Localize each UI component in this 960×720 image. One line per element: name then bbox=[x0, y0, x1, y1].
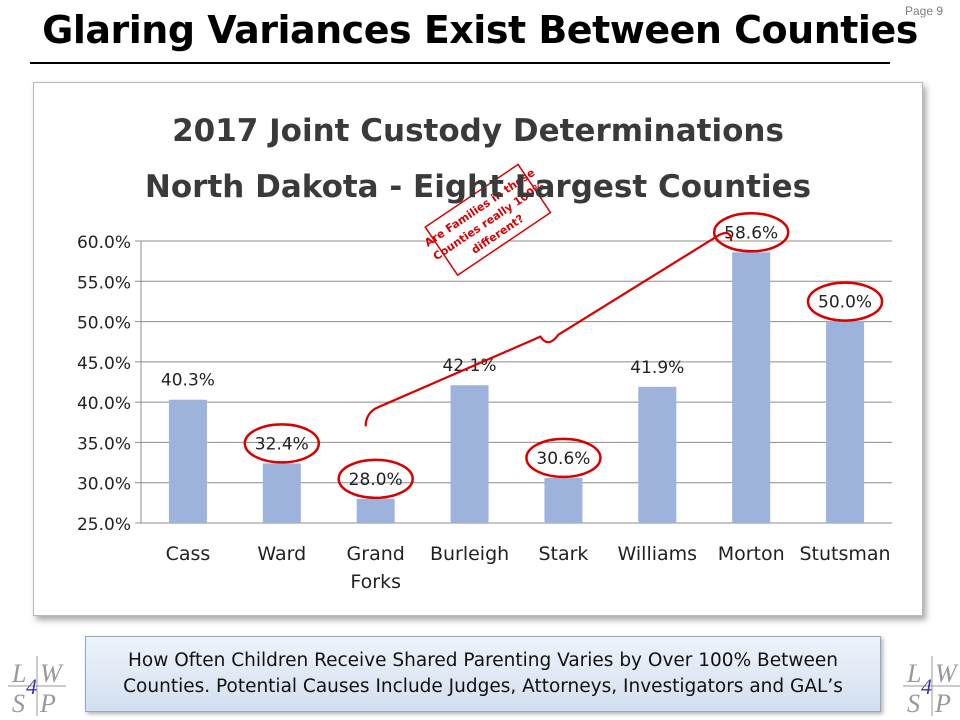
svg-text:W: W bbox=[40, 659, 64, 688]
data-label: 30.6% bbox=[536, 449, 590, 469]
x-tick-label: Forks bbox=[350, 571, 401, 593]
highlight-circle bbox=[712, 212, 790, 253]
y-tick-label: 40.0% bbox=[77, 394, 131, 414]
highlight-circle bbox=[243, 423, 321, 464]
bar-2 bbox=[356, 498, 395, 523]
svg-text:P: P bbox=[39, 689, 56, 716]
svg-text:4: 4 bbox=[26, 674, 37, 699]
svg-text:S: S bbox=[907, 689, 920, 716]
svg-text:L: L bbox=[906, 659, 921, 688]
caption-text: How Often Children Receive Shared Parent… bbox=[123, 648, 843, 700]
x-tick-label: Grand bbox=[347, 543, 405, 565]
x-tick-label: Cass bbox=[166, 543, 211, 565]
slide-title: Glaring Variances Exist Between Counties bbox=[42, 8, 918, 52]
svg-text:4: 4 bbox=[921, 674, 932, 699]
bar-4 bbox=[544, 477, 583, 523]
chart-frame: 40.3% 32.4% 28.0% 42.1% 30.6% 41.9% 58.6% 50.0%… bbox=[33, 82, 923, 616]
highlight-circle bbox=[337, 458, 414, 500]
y-tick-label: 25.0% bbox=[77, 515, 131, 535]
data-label: 50.0% bbox=[818, 293, 872, 313]
chart-title-line-2: North Dakota - Eight Largest Counties bbox=[145, 169, 811, 205]
chart-labels: 40.3%32.4%28.0%42.1%30.6%41.9%58.6%50.0% bbox=[161, 212, 884, 500]
y-tick-label: 50.0% bbox=[77, 314, 131, 334]
y-tick-label: 35.0% bbox=[77, 434, 131, 454]
data-label: 41.9% bbox=[630, 358, 684, 378]
annotation-bracket bbox=[364, 231, 733, 427]
y-tick-label: 30.0% bbox=[77, 475, 131, 495]
chart-title-line-1: 2017 Joint Custody Determinations bbox=[172, 113, 784, 149]
svg-text:W: W bbox=[935, 659, 959, 688]
bar-3 bbox=[450, 385, 489, 523]
svg-text:S: S bbox=[12, 689, 25, 716]
title-divider bbox=[30, 62, 890, 64]
lwsp-logo-right: L W S P 4 bbox=[903, 656, 960, 716]
svg-text:P: P bbox=[934, 689, 951, 716]
chart-ylabels: 25.0% 30.0% 35.0% 40.0% 45.0% 50.0% 55.0% 60.0% bbox=[77, 233, 131, 535]
chart-bars bbox=[168, 252, 865, 523]
highlight-circle bbox=[806, 281, 884, 322]
x-tick-label: Burleigh bbox=[430, 543, 509, 565]
caption-line-2: Counties. Potential Causes Include Judge… bbox=[123, 676, 843, 697]
caption-box: How Often Children Receive Shared Parent… bbox=[85, 636, 881, 712]
joint-custody-bar-chart: 40.3%32.4%28.0%42.1%30.6%41.9%58.6%50.0%… bbox=[77, 113, 892, 593]
data-label: 28.0% bbox=[349, 470, 403, 490]
x-tick-label: Morton bbox=[718, 543, 785, 565]
x-tick-label: Stutsman bbox=[800, 543, 891, 565]
x-tick-label: Ward bbox=[257, 543, 306, 565]
data-label: 58.6% bbox=[724, 223, 778, 243]
page-number: Page 9 bbox=[905, 4, 944, 18]
chart-grid bbox=[141, 240, 892, 524]
highlight-circle bbox=[525, 437, 602, 479]
bar-5 bbox=[638, 386, 677, 523]
caption-line-1: How Often Children Receive Shared Parent… bbox=[128, 650, 838, 671]
y-tick-label: 45.0% bbox=[77, 354, 131, 374]
chart-axes bbox=[135, 240, 142, 524]
data-label: 40.3% bbox=[161, 371, 215, 391]
bar-6 bbox=[732, 252, 771, 523]
y-tick-label: 55.0% bbox=[77, 273, 131, 293]
x-tick-label: Williams bbox=[618, 543, 698, 565]
bar-0 bbox=[168, 399, 207, 523]
bar-7 bbox=[826, 321, 865, 523]
chart-xlabels: Cass Ward Grand Forks Burleigh Stark Williams M… bbox=[166, 543, 891, 593]
lwsp-logo-left: L W S P 4 bbox=[8, 656, 66, 716]
data-label: 32.4% bbox=[255, 434, 309, 454]
y-tick-label: 60.0% bbox=[77, 233, 131, 253]
svg-text:L: L bbox=[11, 659, 26, 688]
bar-1 bbox=[262, 463, 301, 523]
x-tick-label: Stark bbox=[538, 543, 588, 565]
annotation-box bbox=[424, 163, 552, 277]
